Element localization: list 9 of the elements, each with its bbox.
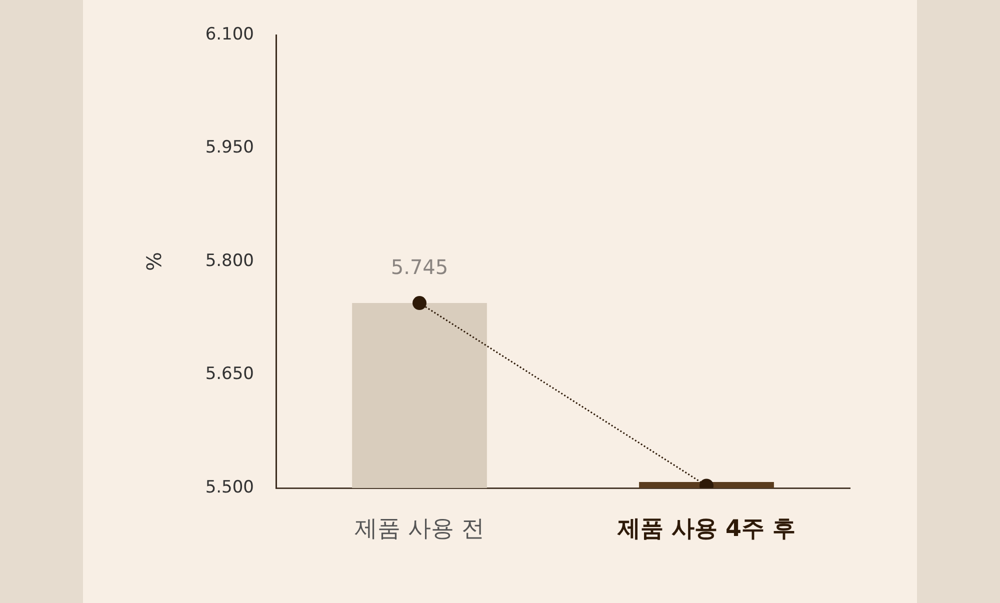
y-tick-label: 5.800 bbox=[205, 250, 254, 271]
x-tick-label: 제품 사용 4주 후 bbox=[616, 516, 796, 542]
y-tick-label: 5.950 bbox=[205, 138, 254, 158]
y-tick-label: 6.100 bbox=[205, 24, 254, 44]
x-tick-label: 제품 사용 전 bbox=[354, 516, 484, 542]
y-tick-label: 5.650 bbox=[205, 364, 254, 384]
y-axis-title: % bbox=[142, 252, 166, 272]
y-tick-label: 5.500 bbox=[205, 477, 254, 498]
data-label: 5.745 bbox=[390, 255, 448, 280]
